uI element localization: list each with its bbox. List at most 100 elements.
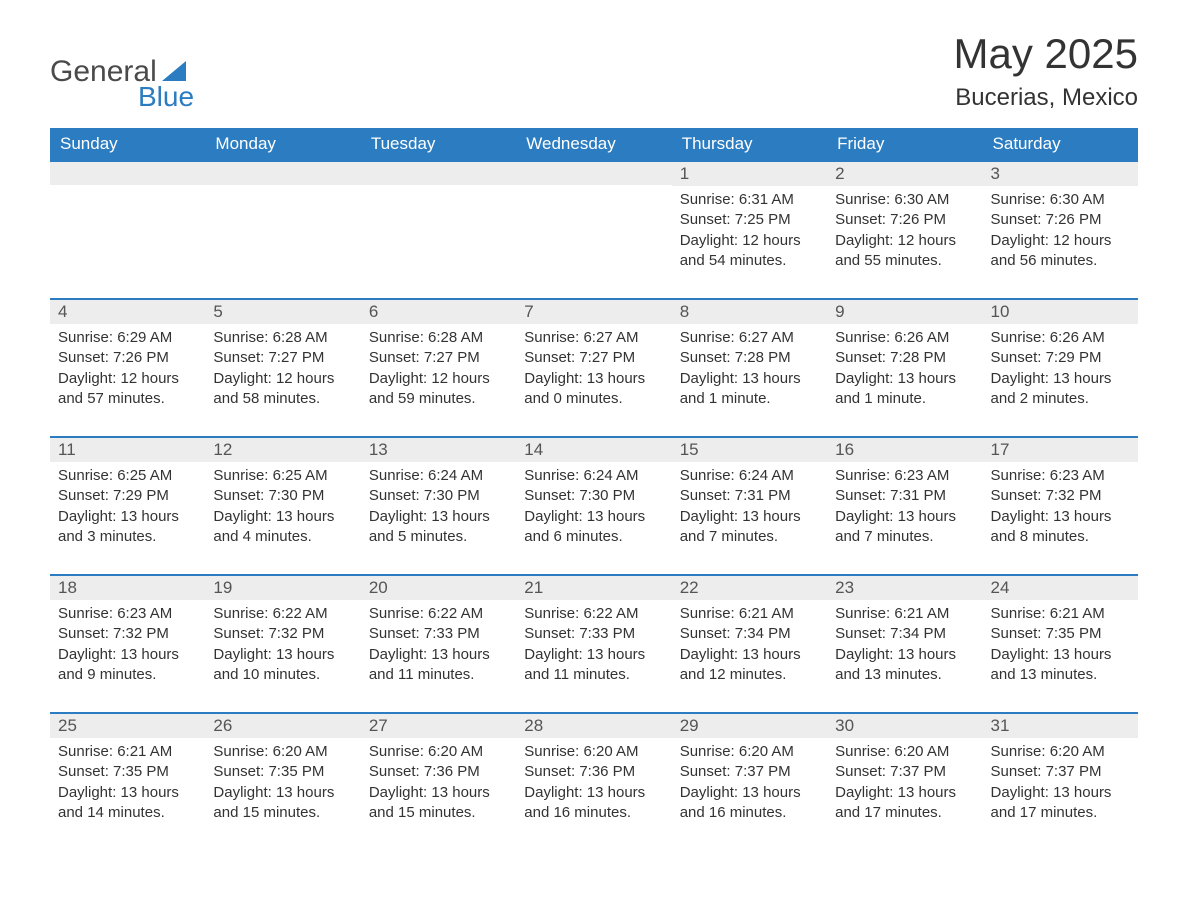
calendar-cell: 2Sunrise: 6:30 AMSunset: 7:26 PMDaylight… xyxy=(827,160,982,298)
sunset-line: Sunset: 7:32 PM xyxy=(991,486,1130,506)
sunrise-line: Sunrise: 6:30 AM xyxy=(835,190,974,210)
sunset-value: 7:28 PM xyxy=(735,349,791,366)
sunset-value: 7:35 PM xyxy=(1046,625,1102,642)
day-number: 28 xyxy=(516,712,671,738)
sunset-value: 7:31 PM xyxy=(735,487,791,504)
day-body: Sunrise: 6:22 AMSunset: 7:33 PMDaylight:… xyxy=(361,600,516,693)
day-number: 4 xyxy=(50,298,205,324)
calendar-cell: 29Sunrise: 6:20 AMSunset: 7:37 PMDayligh… xyxy=(672,712,827,850)
daylight-label: Daylight: xyxy=(680,646,738,663)
daylight-line: Daylight: 13 hours and 0 minutes. xyxy=(524,369,663,410)
sunrise-label: Sunrise: xyxy=(369,329,424,346)
sunset-label: Sunset: xyxy=(369,349,420,366)
sunset-value: 7:36 PM xyxy=(424,763,480,780)
sunrise-value: 6:24 AM xyxy=(583,467,638,484)
sunrise-line: Sunrise: 6:26 AM xyxy=(991,328,1130,348)
daylight-line: Daylight: 13 hours and 16 minutes. xyxy=(680,783,819,824)
day-body: Sunrise: 6:27 AMSunset: 7:27 PMDaylight:… xyxy=(516,324,671,417)
sunrise-label: Sunrise: xyxy=(835,743,890,760)
day-body: Sunrise: 6:20 AMSunset: 7:37 PMDaylight:… xyxy=(827,738,982,831)
day-cell: 16Sunrise: 6:23 AMSunset: 7:31 PMDayligh… xyxy=(827,436,982,574)
day-number: 11 xyxy=(50,436,205,462)
day-cell: 12Sunrise: 6:25 AMSunset: 7:30 PMDayligh… xyxy=(205,436,360,574)
daylight-label: Daylight: xyxy=(991,232,1049,249)
day-body: Sunrise: 6:25 AMSunset: 7:29 PMDaylight:… xyxy=(50,462,205,555)
sunset-label: Sunset: xyxy=(680,349,731,366)
sunset-value: 7:26 PM xyxy=(1046,211,1102,228)
calendar-week-row: 18Sunrise: 6:23 AMSunset: 7:32 PMDayligh… xyxy=(50,574,1138,712)
daylight-line: Daylight: 13 hours and 15 minutes. xyxy=(213,783,352,824)
sunrise-line: Sunrise: 6:29 AM xyxy=(58,328,197,348)
daylight-label: Daylight: xyxy=(213,784,271,801)
day-body: Sunrise: 6:20 AMSunset: 7:36 PMDaylight:… xyxy=(361,738,516,831)
sunrise-line: Sunrise: 6:24 AM xyxy=(369,466,508,486)
calendar-cell xyxy=(361,160,516,298)
sunrise-line: Sunrise: 6:23 AM xyxy=(58,604,197,624)
day-body: Sunrise: 6:24 AMSunset: 7:30 PMDaylight:… xyxy=(516,462,671,555)
day-number: 12 xyxy=(205,436,360,462)
calendar-week-row: 4Sunrise: 6:29 AMSunset: 7:26 PMDaylight… xyxy=(50,298,1138,436)
day-number: 7 xyxy=(516,298,671,324)
daylight-line: Daylight: 12 hours and 54 minutes. xyxy=(680,231,819,272)
sunset-label: Sunset: xyxy=(680,625,731,642)
calendar-week-row: 1Sunrise: 6:31 AMSunset: 7:25 PMDaylight… xyxy=(50,160,1138,298)
calendar-cell: 22Sunrise: 6:21 AMSunset: 7:34 PMDayligh… xyxy=(672,574,827,712)
weekday-header: Sunday xyxy=(50,128,205,160)
day-number: 2 xyxy=(827,160,982,186)
sunrise-value: 6:22 AM xyxy=(428,605,483,622)
sunset-label: Sunset: xyxy=(991,625,1042,642)
empty-daynum-bar xyxy=(361,160,516,185)
daylight-label: Daylight: xyxy=(58,784,116,801)
sunset-value: 7:28 PM xyxy=(890,349,946,366)
sunrise-label: Sunrise: xyxy=(213,467,268,484)
sunrise-line: Sunrise: 6:21 AM xyxy=(835,604,974,624)
day-cell: 23Sunrise: 6:21 AMSunset: 7:34 PMDayligh… xyxy=(827,574,982,712)
day-body: Sunrise: 6:22 AMSunset: 7:32 PMDaylight:… xyxy=(205,600,360,693)
day-body: Sunrise: 6:25 AMSunset: 7:30 PMDaylight:… xyxy=(205,462,360,555)
sunset-line: Sunset: 7:31 PM xyxy=(680,486,819,506)
sunset-line: Sunset: 7:33 PM xyxy=(524,624,663,644)
calendar-cell: 23Sunrise: 6:21 AMSunset: 7:34 PMDayligh… xyxy=(827,574,982,712)
month-title: May 2025 xyxy=(954,30,1138,78)
sunset-label: Sunset: xyxy=(369,487,420,504)
logo: General Blue xyxy=(50,30,194,113)
day-body: Sunrise: 6:20 AMSunset: 7:35 PMDaylight:… xyxy=(205,738,360,831)
day-cell: 30Sunrise: 6:20 AMSunset: 7:37 PMDayligh… xyxy=(827,712,982,850)
sunrise-value: 6:20 AM xyxy=(894,743,949,760)
day-number: 16 xyxy=(827,436,982,462)
day-number: 8 xyxy=(672,298,827,324)
sunset-line: Sunset: 7:28 PM xyxy=(835,348,974,368)
daylight-line: Daylight: 13 hours and 8 minutes. xyxy=(991,507,1130,548)
sunset-line: Sunset: 7:27 PM xyxy=(524,348,663,368)
sunrise-value: 6:25 AM xyxy=(117,467,172,484)
day-number: 21 xyxy=(516,574,671,600)
sunset-line: Sunset: 7:26 PM xyxy=(991,210,1130,230)
sunrise-label: Sunrise: xyxy=(213,605,268,622)
weekday-header: Wednesday xyxy=(516,128,671,160)
sunrise-line: Sunrise: 6:23 AM xyxy=(991,466,1130,486)
day-number: 18 xyxy=(50,574,205,600)
calendar-cell: 19Sunrise: 6:22 AMSunset: 7:32 PMDayligh… xyxy=(205,574,360,712)
day-body: Sunrise: 6:26 AMSunset: 7:29 PMDaylight:… xyxy=(983,324,1138,417)
sunrise-label: Sunrise: xyxy=(835,467,890,484)
sunset-label: Sunset: xyxy=(680,763,731,780)
sunrise-value: 6:26 AM xyxy=(1050,329,1105,346)
day-number: 10 xyxy=(983,298,1138,324)
sunrise-label: Sunrise: xyxy=(58,329,113,346)
sunset-label: Sunset: xyxy=(991,349,1042,366)
sunrise-line: Sunrise: 6:24 AM xyxy=(524,466,663,486)
day-body: Sunrise: 6:23 AMSunset: 7:32 PMDaylight:… xyxy=(983,462,1138,555)
day-body: Sunrise: 6:28 AMSunset: 7:27 PMDaylight:… xyxy=(205,324,360,417)
sunset-label: Sunset: xyxy=(524,763,575,780)
daylight-label: Daylight: xyxy=(369,508,427,525)
day-number: 5 xyxy=(205,298,360,324)
day-number: 19 xyxy=(205,574,360,600)
sunset-value: 7:27 PM xyxy=(579,349,635,366)
day-number: 9 xyxy=(827,298,982,324)
calendar-cell: 10Sunrise: 6:26 AMSunset: 7:29 PMDayligh… xyxy=(983,298,1138,436)
sunrise-value: 6:21 AM xyxy=(117,743,172,760)
sunrise-label: Sunrise: xyxy=(680,467,735,484)
sunset-label: Sunset: xyxy=(680,211,731,228)
sunset-label: Sunset: xyxy=(369,763,420,780)
day-cell: 2Sunrise: 6:30 AMSunset: 7:26 PMDaylight… xyxy=(827,160,982,298)
